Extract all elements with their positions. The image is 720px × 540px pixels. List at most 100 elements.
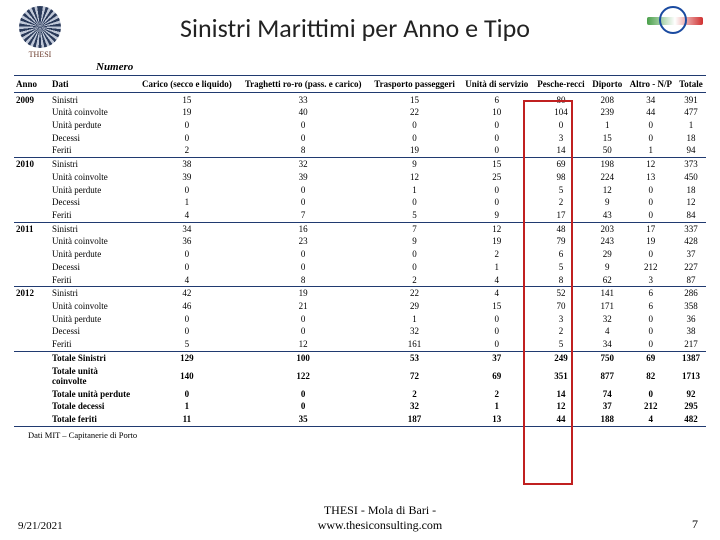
cell-anno bbox=[14, 273, 50, 286]
cell-value: 373 bbox=[676, 157, 706, 170]
cell-value: 1 bbox=[676, 119, 706, 132]
cell-value: 3 bbox=[533, 132, 589, 145]
cell-anno bbox=[14, 171, 50, 184]
cell-value: 18 bbox=[676, 132, 706, 145]
cell-anno: 2010 bbox=[14, 157, 50, 170]
cell-value: 2 bbox=[369, 273, 461, 286]
cell-value: 7 bbox=[238, 209, 369, 222]
cell-value: 5 bbox=[136, 338, 238, 351]
table-row: Feriti281901450194 bbox=[14, 144, 706, 157]
cell-value: 34 bbox=[589, 338, 626, 351]
table-row: Feriti51216105340217 bbox=[14, 338, 706, 351]
cell-value: 19 bbox=[626, 235, 676, 248]
cell-value: 249 bbox=[533, 351, 589, 364]
cell-dati: Sinistri bbox=[50, 222, 136, 235]
cell-value: 38 bbox=[136, 157, 238, 170]
col-c3: Trasporto passeggeri bbox=[369, 76, 461, 93]
cell-value: 0 bbox=[460, 132, 533, 145]
cell-value: 477 bbox=[676, 106, 706, 119]
footer-line2: www.thesiconsulting.com bbox=[90, 518, 670, 532]
mit-badge-icon bbox=[647, 6, 703, 36]
sunburst-icon bbox=[19, 6, 61, 48]
table-row: Feriti4824862387 bbox=[14, 273, 706, 286]
cell-value: 9 bbox=[589, 261, 626, 274]
cell-value: 39 bbox=[238, 171, 369, 184]
cell-anno: 2012 bbox=[14, 287, 50, 300]
table-row: Unità coinvolte46212915701716358 bbox=[14, 300, 706, 313]
subheading: Numero bbox=[0, 59, 720, 75]
cell-value: 1 bbox=[589, 119, 626, 132]
table-row: 2012Sinistri4219224521416286 bbox=[14, 287, 706, 300]
cell-anno bbox=[14, 300, 50, 313]
cell-value: 44 bbox=[626, 106, 676, 119]
cell-value: 14 bbox=[533, 388, 589, 401]
cell-value: 0 bbox=[626, 132, 676, 145]
cell-value: 8 bbox=[238, 144, 369, 157]
cell-anno bbox=[14, 144, 50, 157]
cell-value: 14 bbox=[533, 144, 589, 157]
cell-dati: Unità coinvolte bbox=[50, 171, 136, 184]
totals-row: Totale feriti113518713441884482 bbox=[14, 413, 706, 426]
cell-dati: Unità coinvolte bbox=[50, 235, 136, 248]
cell-value: 239 bbox=[589, 106, 626, 119]
cell-value: 82 bbox=[626, 364, 676, 387]
cell-value: 1713 bbox=[676, 364, 706, 387]
cell-anno bbox=[14, 183, 50, 196]
cell-anno bbox=[14, 248, 50, 261]
cell-value: 22 bbox=[369, 287, 461, 300]
cell-value: 16 bbox=[238, 222, 369, 235]
cell-value: 36 bbox=[136, 235, 238, 248]
logo-left-text: THESI bbox=[29, 50, 52, 59]
cell-value: 0 bbox=[136, 183, 238, 196]
cell-anno bbox=[14, 119, 50, 132]
data-table: Anno Dati Carico (secco e liquido) Tragh… bbox=[14, 75, 706, 427]
cell-value: 19 bbox=[136, 106, 238, 119]
cell-dati: Unità perdute bbox=[50, 313, 136, 326]
cell-value: 7 bbox=[369, 222, 461, 235]
cell-value: 4 bbox=[460, 287, 533, 300]
cell-value: 69 bbox=[460, 364, 533, 387]
cell-value: 5 bbox=[533, 338, 589, 351]
cell-value: 0 bbox=[626, 196, 676, 209]
cell-value: 23 bbox=[238, 235, 369, 248]
cell-value: 0 bbox=[460, 338, 533, 351]
cell-value: 0 bbox=[369, 196, 461, 209]
cell-value: 42 bbox=[136, 287, 238, 300]
totals-row: Totale Sinistri1291005337249750691387 bbox=[14, 351, 706, 364]
cell-value: 32 bbox=[238, 157, 369, 170]
cell-value: 37 bbox=[589, 400, 626, 413]
cell-value: 428 bbox=[676, 235, 706, 248]
cell-value: 6 bbox=[626, 287, 676, 300]
cell-value: 0 bbox=[238, 325, 369, 338]
cell-value: 1 bbox=[369, 313, 461, 326]
cell-value: 0 bbox=[626, 119, 676, 132]
cell-value: 69 bbox=[626, 351, 676, 364]
cell-value: 4 bbox=[626, 413, 676, 426]
totals-label: Totale feriti bbox=[50, 413, 136, 426]
cell-value: 750 bbox=[589, 351, 626, 364]
cell-value: 94 bbox=[676, 144, 706, 157]
cell-value: 0 bbox=[626, 325, 676, 338]
cell-value: 0 bbox=[136, 119, 238, 132]
cell-value: 243 bbox=[589, 235, 626, 248]
header: THESI Sinistri Marittimi per Anno e Tipo bbox=[0, 0, 720, 59]
cell-value: 0 bbox=[626, 248, 676, 261]
cell-value: 224 bbox=[589, 171, 626, 184]
cell-value: 4 bbox=[589, 325, 626, 338]
cell-value: 0 bbox=[238, 388, 369, 401]
cell-value: 0 bbox=[369, 132, 461, 145]
cell-value: 0 bbox=[369, 248, 461, 261]
cell-anno bbox=[14, 325, 50, 338]
footer-line1: THESI - Mola di Bari - bbox=[90, 503, 670, 517]
table-row: 2010Sinistri38329156919812373 bbox=[14, 157, 706, 170]
cell-value: 19 bbox=[460, 235, 533, 248]
cell-value: 74 bbox=[589, 388, 626, 401]
cell-value: 17 bbox=[533, 209, 589, 222]
cell-anno bbox=[14, 338, 50, 351]
cell-value: 92 bbox=[676, 388, 706, 401]
cell-value: 188 bbox=[589, 413, 626, 426]
cell-dati: Sinistri bbox=[50, 287, 136, 300]
cell-value: 0 bbox=[238, 261, 369, 274]
totals-row: Totale unità coinvolte140122726935187782… bbox=[14, 364, 706, 387]
cell-value: 12 bbox=[460, 222, 533, 235]
